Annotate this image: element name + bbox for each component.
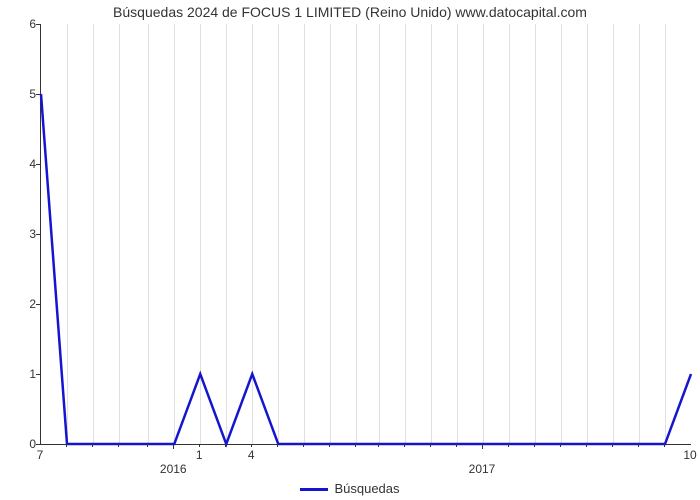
y-tick-label: 1 <box>16 367 36 381</box>
x-tick-label: 2017 <box>469 462 496 476</box>
y-tick-label: 2 <box>16 297 36 311</box>
y-tick-label: 5 <box>16 87 36 101</box>
x-tick-marks <box>40 444 690 454</box>
x-tick-label: 10 <box>683 448 696 462</box>
y-tick-label: 4 <box>16 157 36 171</box>
chart-title: Búsquedas 2024 de FOCUS 1 LIMITED (Reino… <box>0 4 700 20</box>
y-tick-label: 6 <box>16 17 36 31</box>
line-series <box>41 24 691 444</box>
y-tick-label: 0 <box>16 437 36 451</box>
y-tick-label: 3 <box>16 227 36 241</box>
chart-container: Búsquedas 2024 de FOCUS 1 LIMITED (Reino… <box>0 0 700 500</box>
x-tick-label: 4 <box>248 448 255 462</box>
legend-swatch <box>300 488 328 491</box>
plot-area <box>40 24 691 445</box>
legend: Búsquedas <box>0 481 700 496</box>
x-tick-label: 7 <box>37 448 44 462</box>
legend-label: Búsquedas <box>334 481 399 496</box>
x-tick-label: 1 <box>196 448 203 462</box>
x-tick-label: 2016 <box>160 462 187 476</box>
